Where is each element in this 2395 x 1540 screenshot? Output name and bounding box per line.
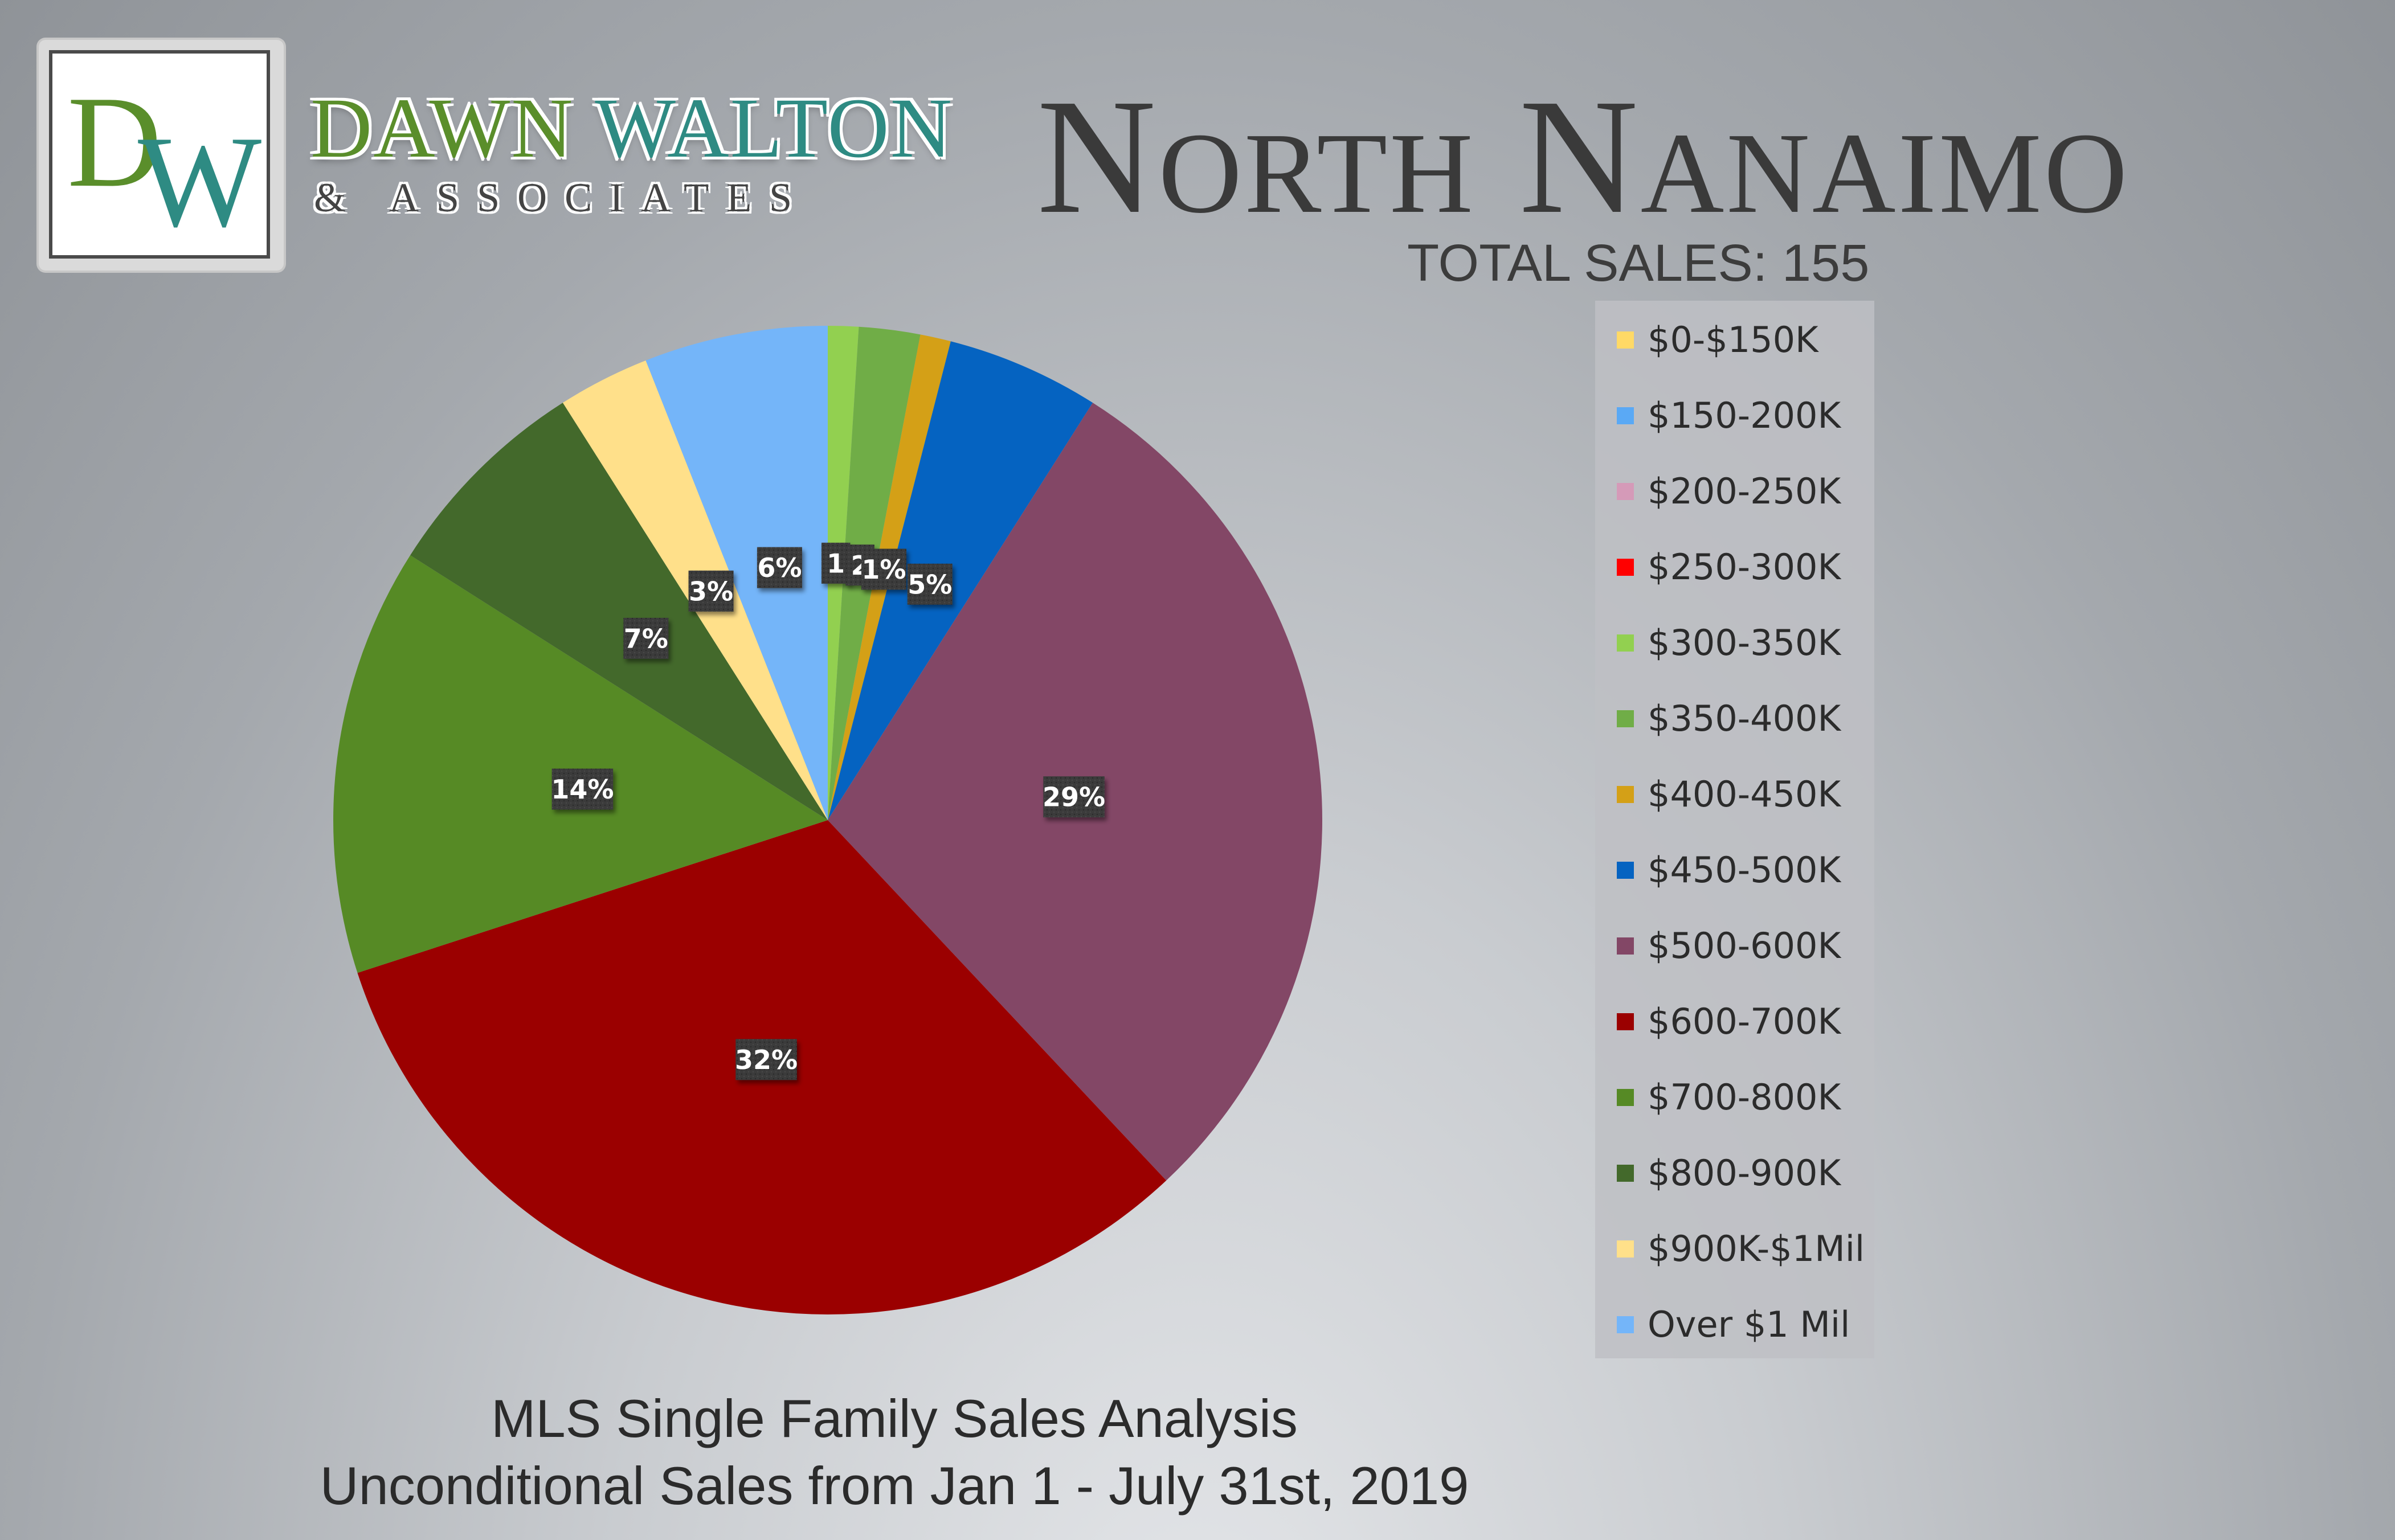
legend-swatch	[1617, 937, 1634, 955]
legend-label: $600-700K	[1648, 1001, 1841, 1042]
brand-name-first: DAWN	[310, 81, 574, 175]
total-sales: TOTAL SALES: 155	[1407, 234, 1870, 292]
data-label: 29%	[1043, 776, 1105, 818]
data-label-text: 14%	[551, 774, 614, 805]
legend-label: $350-400K	[1648, 698, 1841, 739]
chart-title: North Nanaimo	[1037, 65, 2130, 248]
legend-label: $200-250K	[1648, 470, 1841, 512]
legend-item: $0-$150K	[1595, 313, 1874, 389]
footer-line-1: MLS Single Family Sales Analysis	[491, 1389, 1298, 1448]
data-label-text: 3%	[689, 576, 733, 607]
legend-item: $350-400K	[1595, 692, 1874, 768]
data-label-text: 1	[827, 548, 845, 579]
legend-swatch	[1617, 786, 1634, 803]
data-label-box	[735, 1039, 797, 1080]
data-label-text: 6%	[757, 552, 802, 583]
legend-label: $0-$150K	[1648, 319, 1818, 361]
legend-item: $200-250K	[1595, 465, 1874, 540]
legend-swatch	[1617, 1240, 1634, 1258]
data-label-text: 32%	[735, 1045, 798, 1075]
brand-subtitle: & ASSOCIATES	[314, 175, 810, 220]
data-label-text: 1%	[861, 554, 906, 585]
chart-footer: MLS Single Family Sales Analysis Uncondi…	[0, 1385, 1789, 1519]
logo-letter-w: W	[138, 109, 262, 254]
legend-label: $900K-$1Mil	[1648, 1228, 1865, 1269]
legend-swatch	[1617, 559, 1634, 576]
legend-swatch	[1617, 1089, 1634, 1106]
logo-letter-d: D	[67, 69, 162, 214]
legend-label: $250-300K	[1648, 546, 1841, 588]
legend-swatch	[1617, 407, 1634, 424]
data-label-box	[821, 542, 851, 584]
data-label-box	[907, 563, 953, 605]
legend-label: $700-800K	[1648, 1076, 1841, 1118]
legend-swatch	[1617, 483, 1634, 500]
legend-item: $300-350K	[1595, 616, 1874, 692]
legend-label: $150-200K	[1648, 395, 1841, 436]
data-label: 32%	[735, 1039, 798, 1080]
data-label: 5%	[907, 563, 953, 605]
legend-item: $800-900K	[1595, 1146, 1874, 1222]
legend-swatch	[1617, 1013, 1634, 1030]
data-label-box	[551, 768, 614, 810]
data-label: 3%	[688, 570, 734, 612]
chart-legend: $0-$150K $150-200K $200-250K $250-300K $300-…	[1595, 301, 1874, 1358]
brand-name: DAWN WALTON	[310, 85, 953, 171]
data-label-box	[1043, 776, 1105, 818]
legend-item: $500-600K	[1595, 919, 1874, 995]
data-label: 1	[821, 542, 851, 584]
legend-item: Over $1 Mil	[1595, 1298, 1874, 1374]
legend-swatch	[1617, 1316, 1634, 1333]
data-label-text: 7%	[624, 623, 668, 654]
legend-swatch	[1617, 331, 1634, 349]
pie-slice	[333, 555, 828, 973]
data-label-text: 5%	[908, 569, 952, 600]
brand-wordmark: DAWN WALTON & ASSOCIATES	[310, 85, 953, 222]
legend-item: $150-200K	[1595, 389, 1874, 465]
logo-frame: D W	[49, 50, 270, 259]
pie-slice	[828, 341, 1093, 820]
legend-item: $700-800K	[1595, 1071, 1874, 1146]
legend-label: $300-350K	[1648, 622, 1841, 663]
data-label-box	[757, 547, 802, 588]
data-label: 6%	[757, 547, 802, 588]
legend-label: Over $1 Mil	[1648, 1304, 1850, 1345]
data-label-text: 29%	[1043, 782, 1105, 813]
legend-item: $400-450K	[1595, 768, 1874, 843]
legend-swatch	[1617, 634, 1634, 652]
data-label: 1%	[861, 548, 906, 590]
logo: D W	[39, 40, 284, 271]
legend-label: $800-900K	[1648, 1152, 1841, 1194]
legend-item: $600-700K	[1595, 995, 1874, 1071]
legend-swatch	[1617, 1165, 1634, 1182]
legend-label: $450-500K	[1648, 849, 1841, 891]
footer-line-2: Unconditional Sales from Jan 1 - July 31…	[320, 1456, 1469, 1516]
pie-slice	[410, 403, 828, 820]
data-label: 7%	[623, 617, 669, 659]
data-label: 14%	[551, 768, 614, 810]
legend-label: $400-450K	[1648, 773, 1841, 815]
legend-item: $250-300K	[1595, 540, 1874, 616]
legend-swatch	[1617, 862, 1634, 879]
legend-item: $900K-$1Mil	[1595, 1222, 1874, 1298]
legend-swatch	[1617, 710, 1634, 727]
data-label-box	[861, 548, 906, 590]
data-label-box	[688, 570, 734, 612]
pie-slice	[645, 326, 828, 820]
legend-item: $450-500K	[1595, 843, 1874, 919]
data-label-box	[623, 617, 669, 659]
legend-label: $500-600K	[1648, 925, 1841, 966]
brand-name-last: WALTON	[595, 81, 954, 175]
